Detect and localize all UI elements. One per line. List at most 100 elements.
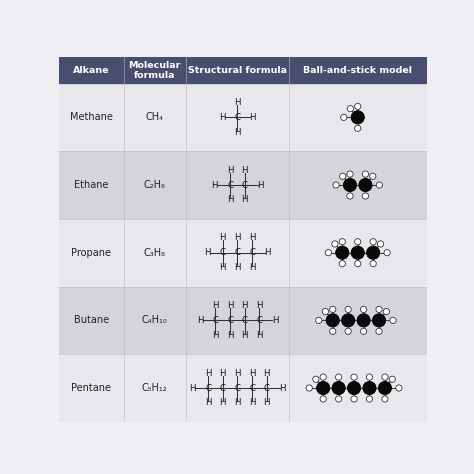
Text: H: H [249,263,255,272]
Text: C: C [242,181,248,190]
Text: Molecular
formula: Molecular formula [128,61,181,80]
Text: H: H [234,233,241,242]
Circle shape [336,396,342,402]
Circle shape [370,238,376,245]
Circle shape [396,385,402,391]
Text: C: C [242,316,248,325]
Circle shape [333,182,339,188]
Circle shape [317,382,330,394]
Circle shape [360,328,367,335]
Text: C₃H₈: C₃H₈ [144,248,166,258]
Text: H: H [249,399,255,408]
Text: C: C [235,248,240,257]
Circle shape [355,261,361,267]
Circle shape [376,306,382,312]
Text: H: H [219,233,226,242]
Circle shape [332,241,338,247]
Circle shape [342,314,355,327]
Text: Alkane: Alkane [73,66,109,75]
Circle shape [351,111,365,124]
Text: H: H [227,331,233,340]
Text: H: H [219,263,226,272]
Circle shape [345,306,351,312]
Circle shape [384,250,390,256]
Text: Structural formula: Structural formula [188,66,287,75]
Text: C₄H₁₀: C₄H₁₀ [142,315,168,325]
Circle shape [389,376,395,383]
Text: H: H [234,263,241,272]
Text: H: H [212,331,219,340]
Circle shape [355,103,361,109]
FancyBboxPatch shape [59,83,427,151]
Text: C: C [249,248,255,257]
Text: H: H [219,113,225,122]
Circle shape [336,374,342,380]
Text: C: C [205,383,211,392]
Text: H: H [227,165,233,174]
Circle shape [355,238,361,245]
Circle shape [339,173,346,179]
Text: H: H [279,383,285,392]
Circle shape [347,382,361,394]
FancyBboxPatch shape [59,286,427,354]
Circle shape [366,374,373,380]
Text: H: H [234,369,241,378]
FancyBboxPatch shape [59,151,427,219]
Text: H: H [204,248,210,257]
Circle shape [341,114,347,120]
Text: H: H [242,195,248,204]
Circle shape [366,396,373,402]
Text: Pentane: Pentane [72,383,111,393]
Text: H: H [234,399,241,408]
Circle shape [390,317,396,323]
Text: C₅H₁₂: C₅H₁₂ [142,383,168,393]
Circle shape [306,385,312,391]
Text: Propane: Propane [72,248,111,258]
Circle shape [322,309,328,315]
Circle shape [316,317,322,323]
Text: H: H [249,369,255,378]
Circle shape [347,106,354,112]
Circle shape [370,261,376,267]
Text: C: C [264,383,270,392]
Text: H: H [272,316,278,325]
Text: H: H [242,331,248,340]
Text: H: H [264,369,270,378]
Circle shape [345,328,351,335]
Circle shape [376,328,382,335]
Circle shape [325,250,331,256]
Text: C: C [212,316,219,325]
Text: H: H [242,165,248,174]
Circle shape [382,396,388,402]
Circle shape [326,314,339,327]
Circle shape [347,171,353,177]
Text: H: H [227,301,233,310]
Text: CH₄: CH₄ [146,112,164,122]
Text: H: H [256,301,263,310]
Circle shape [343,178,356,191]
Circle shape [363,382,376,394]
Text: H: H [227,195,233,204]
Text: H: H [242,301,248,310]
Text: H: H [234,128,241,137]
Text: C₂H₆: C₂H₆ [144,180,166,190]
Circle shape [382,374,388,380]
Text: H: H [257,181,264,190]
Text: Methane: Methane [70,112,113,122]
Text: H: H [264,248,271,257]
Text: H: H [189,383,196,392]
Text: C: C [227,181,233,190]
FancyBboxPatch shape [59,57,427,83]
Text: C: C [235,383,240,392]
Text: H: H [212,301,219,310]
Text: H: H [249,233,255,242]
Text: H: H [219,399,226,408]
Circle shape [320,396,326,402]
Circle shape [351,374,357,380]
Text: C: C [235,113,240,122]
Circle shape [359,178,372,191]
Text: C: C [227,316,233,325]
Text: H: H [197,316,203,325]
Circle shape [355,125,361,131]
Text: H: H [211,181,218,190]
